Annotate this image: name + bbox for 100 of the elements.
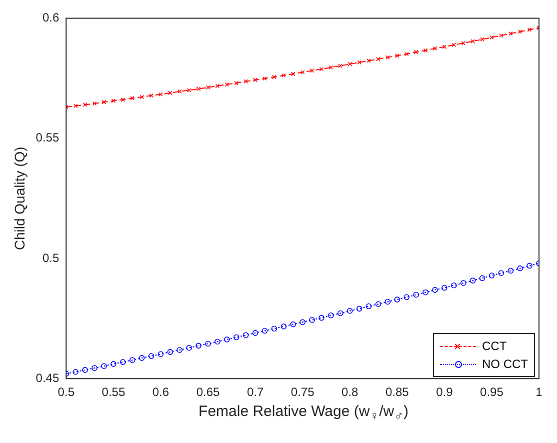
point (186, 344, 192, 351)
point (423, 48, 428, 53)
point (300, 319, 306, 326)
point (252, 330, 258, 336)
point (271, 326, 278, 332)
point (527, 28, 532, 32)
point (490, 35, 494, 40)
point (92, 365, 98, 371)
x-tick-label: 0.55 (102, 385, 126, 400)
point (517, 265, 523, 272)
x-tick-label: 0.65 (196, 385, 220, 400)
point (338, 64, 343, 68)
point (129, 357, 136, 363)
point (508, 268, 514, 274)
point (404, 294, 410, 300)
legend-label: NO CCT (482, 357, 528, 371)
point (432, 46, 438, 51)
point (120, 97, 126, 102)
x-tick-label: 0.9 (436, 385, 454, 400)
point (214, 338, 220, 344)
point (413, 292, 419, 298)
point (386, 55, 390, 60)
y-axis-title: Child Quality (Q) (11, 146, 28, 250)
point (470, 39, 475, 44)
point (138, 355, 145, 361)
point (508, 31, 513, 36)
point (215, 84, 220, 88)
point (328, 312, 334, 318)
point (101, 363, 107, 370)
point (442, 284, 448, 291)
x-tick-label: 0.95 (480, 385, 504, 400)
point (224, 82, 230, 87)
point (357, 60, 362, 65)
point (499, 33, 504, 38)
point (461, 41, 466, 46)
x-tick-label: 0.75 (290, 385, 315, 400)
point (148, 353, 154, 359)
x-tick-label: 1 (536, 385, 543, 400)
point (196, 86, 201, 92)
point (92, 101, 97, 106)
legend-label: CCT (482, 339, 507, 353)
point (442, 44, 447, 49)
point (158, 92, 163, 97)
point (480, 37, 484, 42)
point (356, 306, 362, 312)
point (394, 296, 400, 302)
point (206, 85, 210, 90)
point (366, 303, 372, 310)
point (233, 334, 240, 340)
x-tick-label: 0.7 (246, 385, 264, 400)
point (376, 56, 380, 62)
point (167, 349, 174, 355)
point (338, 310, 344, 316)
point (404, 52, 409, 56)
y-tick-label: 0.55 (36, 130, 60, 145)
point (432, 287, 438, 293)
point (281, 73, 286, 78)
point (518, 29, 522, 34)
point (488, 272, 495, 278)
point (272, 74, 276, 80)
point (318, 314, 324, 321)
point (422, 289, 428, 296)
point (149, 93, 154, 98)
point (300, 70, 305, 74)
point (177, 89, 182, 94)
point (158, 351, 164, 357)
point (102, 100, 106, 104)
point (73, 104, 78, 108)
point (120, 359, 126, 365)
x-tick-label: 0.5 (58, 385, 75, 400)
point (111, 98, 116, 104)
point (72, 368, 79, 375)
point (186, 88, 192, 92)
point (384, 298, 391, 305)
point (224, 336, 230, 342)
point (244, 79, 248, 84)
point (450, 282, 457, 288)
y-tick-label: 0.5 (42, 250, 60, 265)
x-tick-label: 0.6 (152, 385, 170, 400)
point (262, 328, 268, 334)
point (262, 76, 267, 81)
point (479, 275, 486, 282)
point (460, 280, 466, 286)
point (82, 102, 88, 107)
point (290, 72, 296, 76)
point (310, 68, 314, 73)
point (82, 367, 88, 373)
point (346, 308, 353, 314)
point (196, 342, 202, 349)
x-tick-label: 0.8 (342, 385, 359, 400)
point (140, 94, 144, 100)
point (280, 324, 287, 330)
point (309, 317, 315, 323)
point (498, 270, 504, 276)
point (348, 62, 352, 66)
point (319, 66, 324, 72)
point (375, 301, 382, 308)
point (205, 340, 211, 347)
point (110, 361, 116, 367)
point (234, 80, 239, 86)
